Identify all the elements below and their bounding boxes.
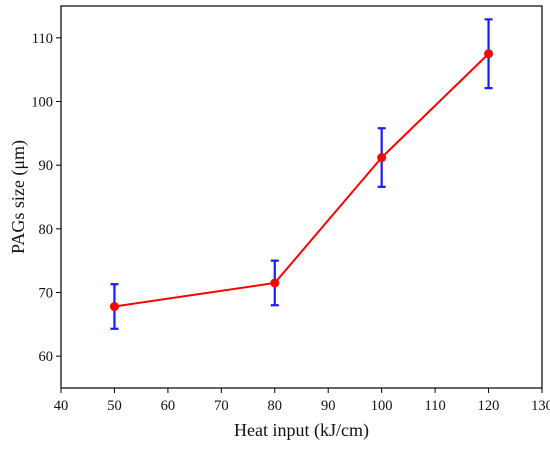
x-tick-label: 80: [268, 398, 283, 414]
error-bars: [110, 18, 493, 330]
y-tick-label: 110: [32, 31, 53, 47]
y-axis-title: PAGs size (μm): [8, 140, 29, 254]
x-tick-label: 100: [371, 398, 393, 414]
x-tick-label: 60: [161, 398, 176, 414]
plot-frame: [60, 5, 543, 389]
data-point: [109, 302, 119, 312]
y-tick-label: 70: [39, 286, 54, 302]
data-points: [109, 49, 494, 312]
x-tick-label: 120: [478, 398, 500, 414]
x-tick-label: 50: [107, 398, 122, 414]
x-tick-label: 40: [54, 398, 69, 414]
y-tick-label: 60: [39, 349, 54, 365]
x-tick-label: 90: [321, 398, 336, 414]
x-axis-ticks: 40 50 60 70 80 90 100 110 120 130: [54, 388, 550, 414]
x-tick-label: 110: [425, 398, 446, 414]
data-point: [484, 49, 494, 59]
y-tick-label: 80: [39, 222, 54, 238]
series-line: [114, 53, 490, 308]
y-tick-label: 100: [31, 95, 53, 111]
x-tick-label: 130: [531, 398, 550, 414]
x-axis-title: Heat input (kJ/cm): [234, 420, 369, 441]
data-point: [270, 278, 280, 288]
x-tick-label: 70: [214, 398, 229, 414]
y-axis-ticks: 60 70 80 90 100 110: [31, 31, 61, 365]
y-tick-label: 90: [39, 158, 54, 174]
data-point: [377, 153, 387, 163]
